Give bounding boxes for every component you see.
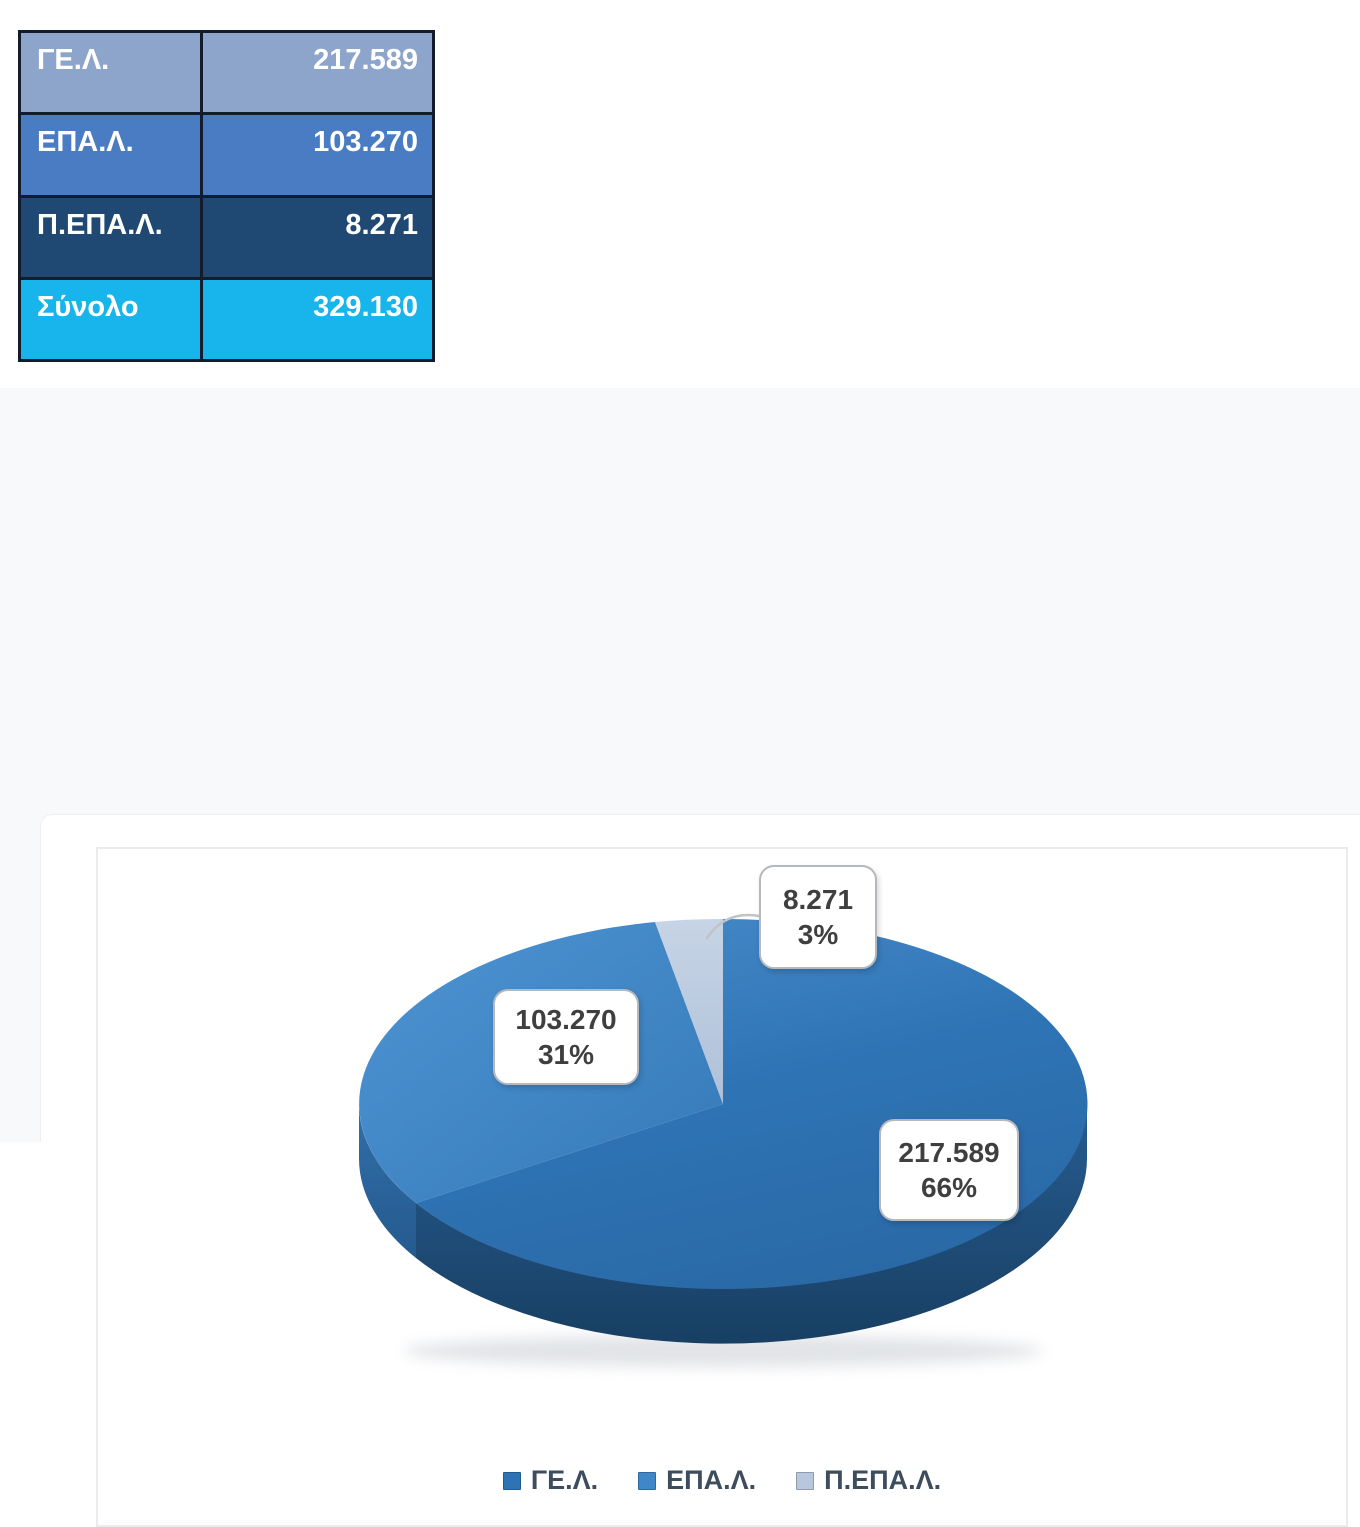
chart-legend: ΓΕ.Λ. ΕΠΑ.Λ. Π.ΕΠΑ.Λ. (98, 1465, 1346, 1496)
data-label-percent: 31% (537, 1038, 595, 1070)
legend-swatch-icon (502, 1471, 521, 1490)
data-label-gel: 217.589 66% (879, 1119, 1019, 1221)
row-label: ΕΠΑ.Λ. (21, 115, 203, 195)
chart-section: 8.271 3% 103.270 31% 217.589 66% ΓΕ.Λ. Ε… (0, 388, 1360, 1527)
callout-leader-line (705, 913, 761, 940)
table-row: Π.ΕΠΑ.Λ. 8.271 (21, 197, 432, 280)
legend-label: ΓΕ.Λ. (530, 1465, 599, 1495)
data-label-pepal: 8.271 3% (759, 865, 877, 969)
row-value: 8.271 (345, 208, 418, 241)
legend-label: ΕΠΑ.Λ. (666, 1465, 757, 1495)
legend-label: Π.ΕΠΑ.Λ. (824, 1465, 942, 1495)
legend-item-gel: ΓΕ.Λ. (502, 1465, 599, 1496)
data-label-value: 217.589 (898, 1136, 1000, 1168)
chart-card: 8.271 3% 103.270 31% 217.589 66% ΓΕ.Λ. Ε… (40, 814, 1360, 1527)
data-label-epal: 103.270 31% (493, 989, 639, 1085)
legend-item-pepal: Π.ΕΠΑ.Λ. (796, 1465, 941, 1496)
row-value: 103.270 (313, 126, 418, 159)
pie-chart-area: 8.271 3% 103.270 31% 217.589 66% ΓΕ.Λ. Ε… (96, 847, 1348, 1527)
legend-item-epal: ΕΠΑ.Λ. (638, 1465, 756, 1496)
legend-swatch-icon (796, 1471, 815, 1490)
table-row: ΕΠΑ.Λ. 103.270 (21, 115, 432, 198)
pie-slice-pepal (655, 918, 723, 1104)
table-row-total: Σύνολο 329.130 (21, 279, 432, 359)
row-label: Σύνολο (21, 279, 203, 359)
row-label: Π.ΕΠΑ.Λ. (21, 197, 203, 277)
data-label-percent: 3% (797, 918, 839, 950)
summary-table: ΓΕ.Λ. 217.589 ΕΠΑ.Λ. 103.270 Π.ΕΠΑ.Λ. 8.… (18, 30, 435, 362)
row-label: ΓΕ.Λ. (21, 33, 203, 113)
pie-chart-3d (359, 913, 1088, 1367)
row-value: 217.589 (313, 44, 418, 76)
data-label-value: 8.271 (782, 883, 854, 915)
row-value: 329.130 (313, 290, 418, 323)
table-row: ΓΕ.Λ. 217.589 (21, 33, 432, 116)
legend-swatch-icon (638, 1471, 657, 1490)
data-label-percent: 66% (920, 1171, 978, 1203)
data-label-value: 103.270 (515, 1003, 617, 1035)
